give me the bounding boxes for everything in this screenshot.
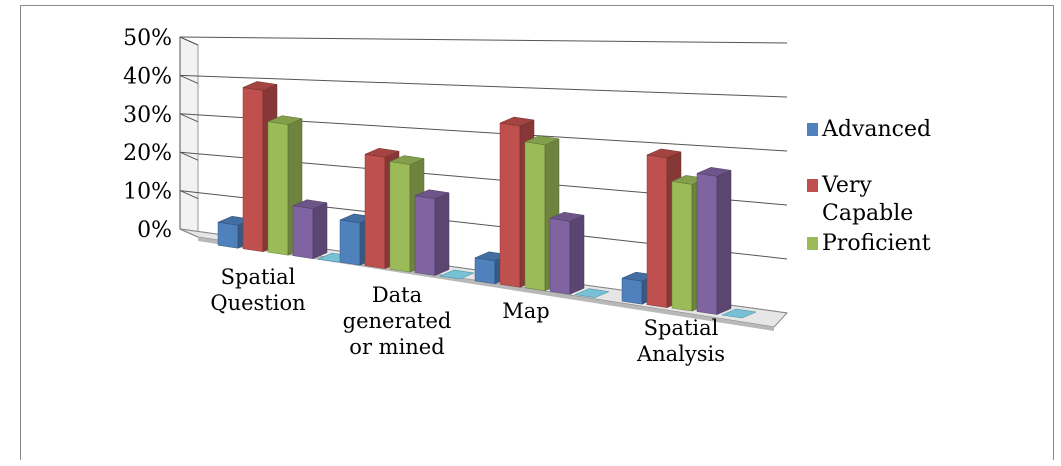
- legend-label: Advanced: [821, 117, 931, 142]
- gridline: [179, 74, 788, 98]
- gridline: [179, 36, 788, 44]
- legend-label: Very Capable: [821, 173, 913, 226]
- side-gridline: [179, 74, 199, 84]
- bar: [414, 189, 450, 276]
- bar: [574, 288, 610, 298]
- category-label: Spatial Question: [210, 265, 305, 315]
- y-tick-label: 10%: [123, 180, 172, 205]
- legend-swatch: [807, 123, 818, 136]
- bar: [439, 269, 475, 280]
- bar: [721, 308, 757, 319]
- side-gridline: [179, 190, 199, 200]
- legend-entry: Advanced: [807, 117, 931, 142]
- bar: [549, 211, 585, 295]
- bar: [292, 199, 328, 260]
- category-label: Data generated or mined: [343, 283, 452, 359]
- y-tick-label: 30%: [123, 103, 172, 128]
- side-gridline: [179, 36, 199, 46]
- y-tick-label: 40%: [123, 64, 172, 89]
- legend-swatch: [807, 237, 818, 250]
- legend-swatch: [807, 179, 818, 192]
- legend-entry: Proficient: [807, 231, 931, 256]
- y-tick-label: 50%: [123, 26, 172, 51]
- y-tick-label: 20%: [123, 141, 172, 166]
- category-label: Spatial Analysis: [636, 316, 725, 366]
- side-wall: [179, 36, 199, 238]
- legend-entry: Very Capable: [807, 173, 913, 226]
- y-tick-label: 0%: [137, 218, 172, 243]
- side-gridline: [179, 113, 199, 123]
- side-gridline: [179, 151, 199, 161]
- bar: [696, 167, 732, 315]
- legend-label: Proficient: [822, 231, 931, 256]
- category-label: Map: [502, 299, 549, 323]
